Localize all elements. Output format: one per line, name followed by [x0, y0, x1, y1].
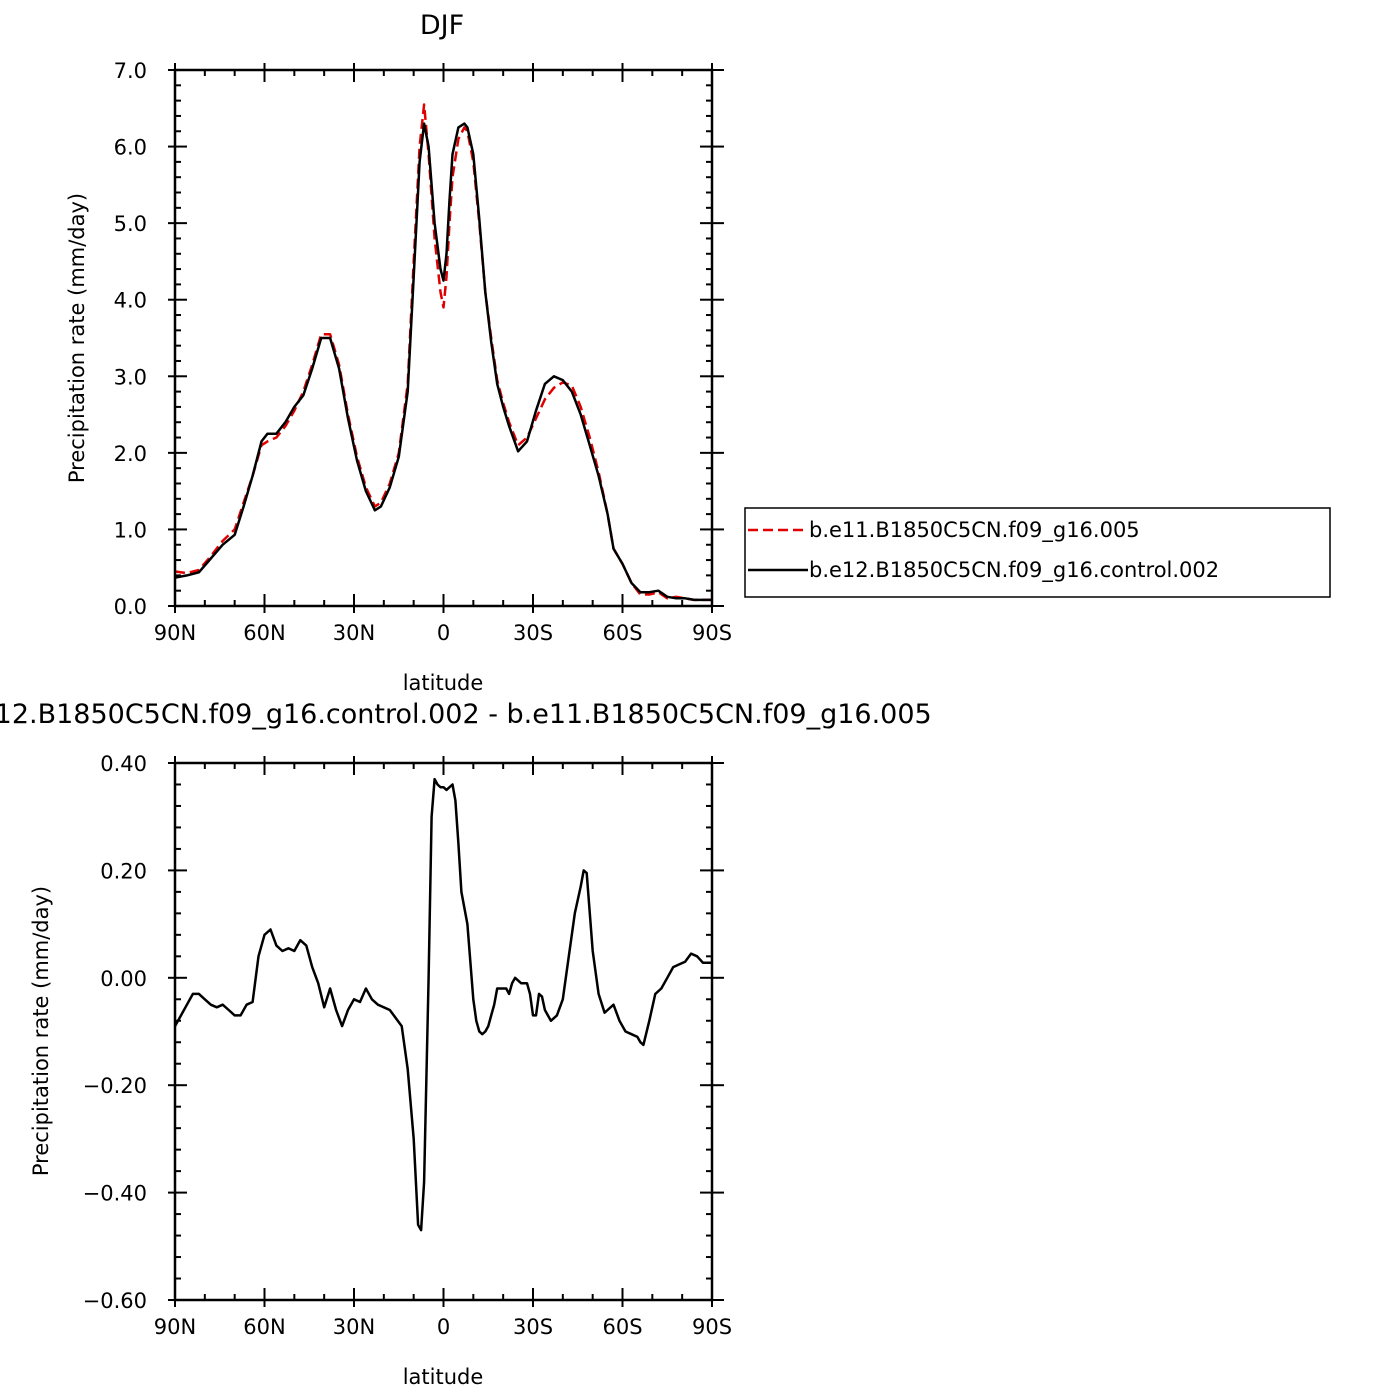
plot-frame [173, 761, 714, 1302]
y-tick-label: 0.20 [100, 859, 147, 883]
x-tick-label: 0 [437, 1315, 450, 1339]
difference-panel: b.e12.B1850C5CN.f09_g16.control.002 - b.… [0, 699, 932, 1389]
plot-frame [173, 68, 714, 608]
series-line-1 [173, 777, 712, 1232]
series-line-1 [174, 103, 712, 602]
y-tick-label: 2.0 [114, 442, 147, 466]
y-axis-label: Precipitation rate (mm/day) [65, 193, 89, 483]
y-tick-label: 3.0 [114, 365, 147, 389]
x-tick-label: 90S [692, 621, 732, 645]
x-tick-label: 30S [513, 1315, 553, 1339]
y-tick-label: 6.0 [114, 136, 147, 160]
y-tick-label: 0.0 [114, 595, 147, 619]
x-tick-label: 30N [333, 621, 375, 645]
y-tick-label: −0.40 [83, 1182, 147, 1206]
x-tick-label: 60N [243, 621, 285, 645]
y-tick-label: 7.0 [114, 59, 147, 83]
x-axis-label: latitude [403, 671, 484, 695]
y-tick-label: 1.0 [114, 518, 147, 542]
x-tick-label: 30S [513, 621, 553, 645]
x-tick-label: 60S [602, 621, 642, 645]
y-tick-label: 4.0 [114, 289, 147, 313]
x-tick-label: 60N [243, 1315, 285, 1339]
precipitation-panel: DJF Precipitation rate (mm/day) latitude… [65, 10, 732, 695]
y-tick-label: −0.20 [83, 1074, 147, 1098]
legend: b.e11.B1850C5CN.f09_g16.005 b.e12.B1850C… [744, 507, 1331, 598]
y-axis-label: Precipitation rate (mm/day) [29, 886, 53, 1176]
x-tick-label: 90S [692, 1315, 732, 1339]
x-tick-label: 90N [154, 1315, 196, 1339]
legend-label-series-1: b.e11.B1850C5CN.f09_g16.005 [809, 518, 1140, 543]
chart-title: DJF [420, 10, 464, 41]
y-tick-label: −0.60 [83, 1289, 147, 1313]
legend-label-series-2: b.e12.B1850C5CN.f09_g16.control.002 [809, 558, 1219, 583]
legend-box [744, 507, 1331, 598]
x-tick-label: 0 [437, 621, 450, 645]
y-tick-label: 0.40 [100, 752, 147, 776]
x-tick-label: 30N [333, 1315, 375, 1339]
chart-title: b.e12.B1850C5CN.f09_g16.control.002 - b.… [0, 699, 932, 730]
x-axis-label: latitude [403, 1365, 484, 1389]
series-line-2 [174, 122, 712, 602]
x-tick-label: 60S [602, 1315, 642, 1339]
x-tick-label: 90N [154, 621, 196, 645]
y-tick-label: 0.00 [100, 967, 147, 991]
y-tick-label: 5.0 [114, 212, 147, 236]
